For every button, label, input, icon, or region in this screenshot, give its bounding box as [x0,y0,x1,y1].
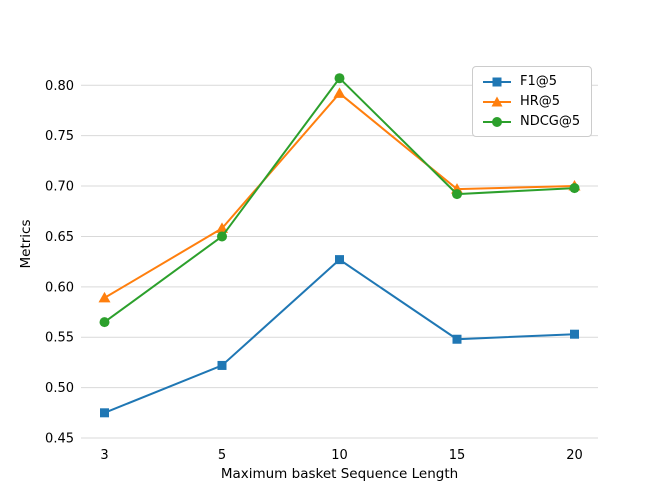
marker-triangle [216,222,228,233]
legend-label: F1@5 [520,74,558,89]
legend-marker-triangle-icon [483,96,511,106]
marker-square [100,408,109,418]
x-tick-label: 10 [331,448,348,463]
legend: F1@5 HR@5 NDCG@5 [472,66,592,137]
y-tick-label: 0.60 [45,280,74,295]
marker-square [570,329,579,339]
legend-item-hr: HR@5 [482,93,582,110]
legend-marker-square-icon [483,77,511,86]
y-tick-label: 0.80 [45,79,74,94]
marker-triangle [98,291,111,303]
y-tick-label: 0.70 [45,180,74,195]
y-tick-label: 0.50 [45,381,74,396]
marker-square [335,255,344,265]
marker-circle [334,73,345,84]
marker-triangle [333,87,346,98]
series-line [103,258,576,414]
x-axis-label: Maximum basket Sequence Length [220,466,459,482]
marker-circle [99,317,110,328]
legend-item-ndcg: NDCG@5 [482,113,582,130]
x-tick-label: 3 [100,448,108,463]
y-tick-label: 0.45 [45,432,74,447]
marker-circle [452,189,462,200]
marker-square [452,334,462,344]
y-tick-label: 0.65 [45,230,74,245]
x-tick-label: 20 [566,448,583,463]
legend-item-f1: F1@5 [482,73,582,90]
y-tick-label: 0.75 [45,129,74,144]
legend-marker-circle-icon [483,116,511,127]
marker-circle [569,183,580,194]
legend-label: NDCG@5 [520,114,581,129]
marker-circle [217,231,227,242]
legend-label: HR@5 [520,94,561,109]
y-axis-label: Metrics [18,219,34,269]
marker-square [217,360,227,370]
x-tick-label: 15 [449,448,466,463]
y-tick-label: 0.55 [45,331,74,346]
x-tick-label: 5 [218,448,226,463]
